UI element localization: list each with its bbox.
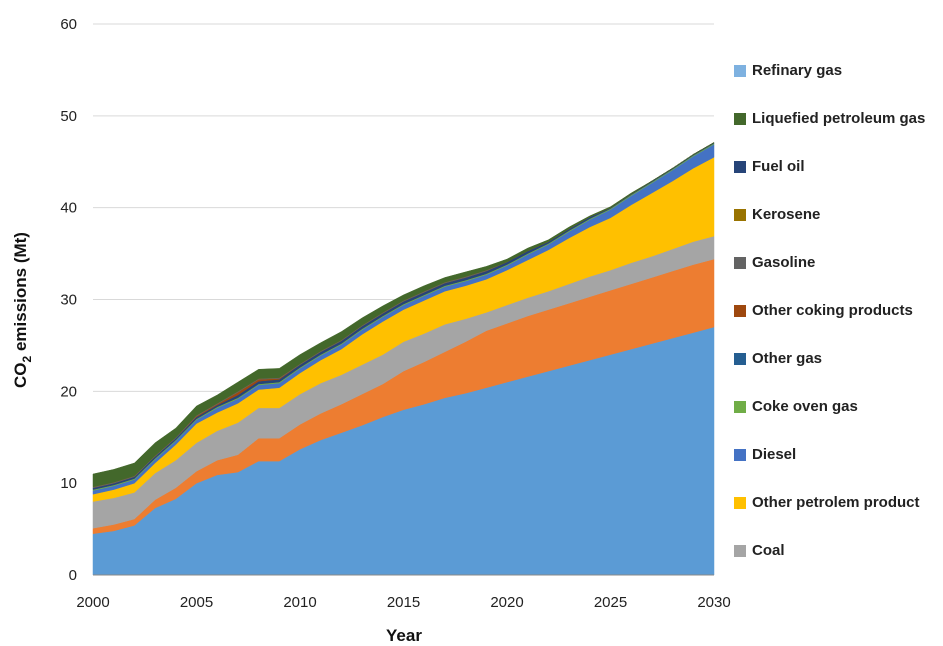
legend-item: Coal xyxy=(734,542,943,560)
legend-label: Gasoline xyxy=(752,254,816,271)
legend-swatch xyxy=(734,401,746,413)
y-axis-title-rest: emissions (Mt) xyxy=(11,232,30,356)
legend-label: Other petrolem product xyxy=(752,494,920,511)
legend-swatch xyxy=(734,161,746,173)
x-tick-label: 2010 xyxy=(283,594,316,611)
y-axis-title-sub: 2 xyxy=(20,355,34,362)
legend: Refinary gas Liquefied petroleum gas Fuel … xyxy=(734,0,943,646)
legend-item: Liquefied petroleum gas xyxy=(734,110,943,128)
legend-item: Other coking products xyxy=(734,302,943,320)
area-series-refinary-gas xyxy=(92,142,715,488)
x-tick-label: 2005 xyxy=(180,594,213,611)
legend-item: Fuel oil xyxy=(734,158,943,176)
x-tick-label: 2025 xyxy=(594,594,627,611)
legend-label: Coal xyxy=(752,542,785,559)
legend-label: Liquefied petroleum gas xyxy=(752,110,926,127)
legend-swatch xyxy=(734,449,746,461)
legend-label: Other coking products xyxy=(752,302,913,319)
legend-swatch xyxy=(734,545,746,557)
legend-swatch xyxy=(734,65,746,77)
x-tick-label: 2030 xyxy=(697,594,730,611)
y-tick-label: 30 xyxy=(60,292,77,309)
legend-swatch xyxy=(734,113,746,125)
x-tick-label: 2020 xyxy=(490,594,523,611)
legend-label: Fuel oil xyxy=(752,158,805,175)
legend-label: Kerosene xyxy=(752,206,821,223)
legend-item: Other gas xyxy=(734,350,943,368)
y-tick-labels: 0 10 20 30 40 50 60 xyxy=(60,16,77,584)
x-tick-labels: 2000 2005 2010 2015 2020 2025 2030 xyxy=(76,594,730,611)
legend-item: Kerosene xyxy=(734,206,943,224)
legend-item: Refinary gas xyxy=(734,62,943,80)
stacked-areas xyxy=(92,142,715,576)
x-tick-label: 2015 xyxy=(387,594,420,611)
legend-swatch xyxy=(734,305,746,317)
x-axis-title: Year xyxy=(386,626,422,645)
y-tick-label: 50 xyxy=(60,108,77,125)
y-tick-label: 60 xyxy=(60,16,77,33)
legend-swatch xyxy=(734,353,746,365)
legend-swatch xyxy=(734,209,746,221)
legend-label: Refinary gas xyxy=(752,62,843,79)
legend-label: Coke oven gas xyxy=(752,398,858,415)
legend-swatch xyxy=(734,497,746,509)
x-tick-label: 2000 xyxy=(76,594,109,611)
legend-item: Coke oven gas xyxy=(734,398,943,416)
legend-item: Other petrolem product xyxy=(734,494,943,512)
legend-item: Diesel xyxy=(734,446,943,464)
y-tick-label: 20 xyxy=(60,383,77,400)
y-tick-label: 0 xyxy=(69,567,77,584)
legend-label: Other gas xyxy=(752,350,823,367)
area-chart: 2000 2005 2010 2015 2020 2025 2030 01020304050… xyxy=(11,16,731,645)
legend-swatch xyxy=(734,257,746,269)
y-tick-label: 10 xyxy=(60,475,77,492)
y-axis-title: CO2 emissions (Mt) xyxy=(11,232,34,388)
legend-item: Gasoline xyxy=(734,254,943,272)
legend-label: Diesel xyxy=(752,446,797,463)
y-axis-title-main: CO xyxy=(11,362,30,388)
y-tick-label: 40 xyxy=(60,200,77,217)
